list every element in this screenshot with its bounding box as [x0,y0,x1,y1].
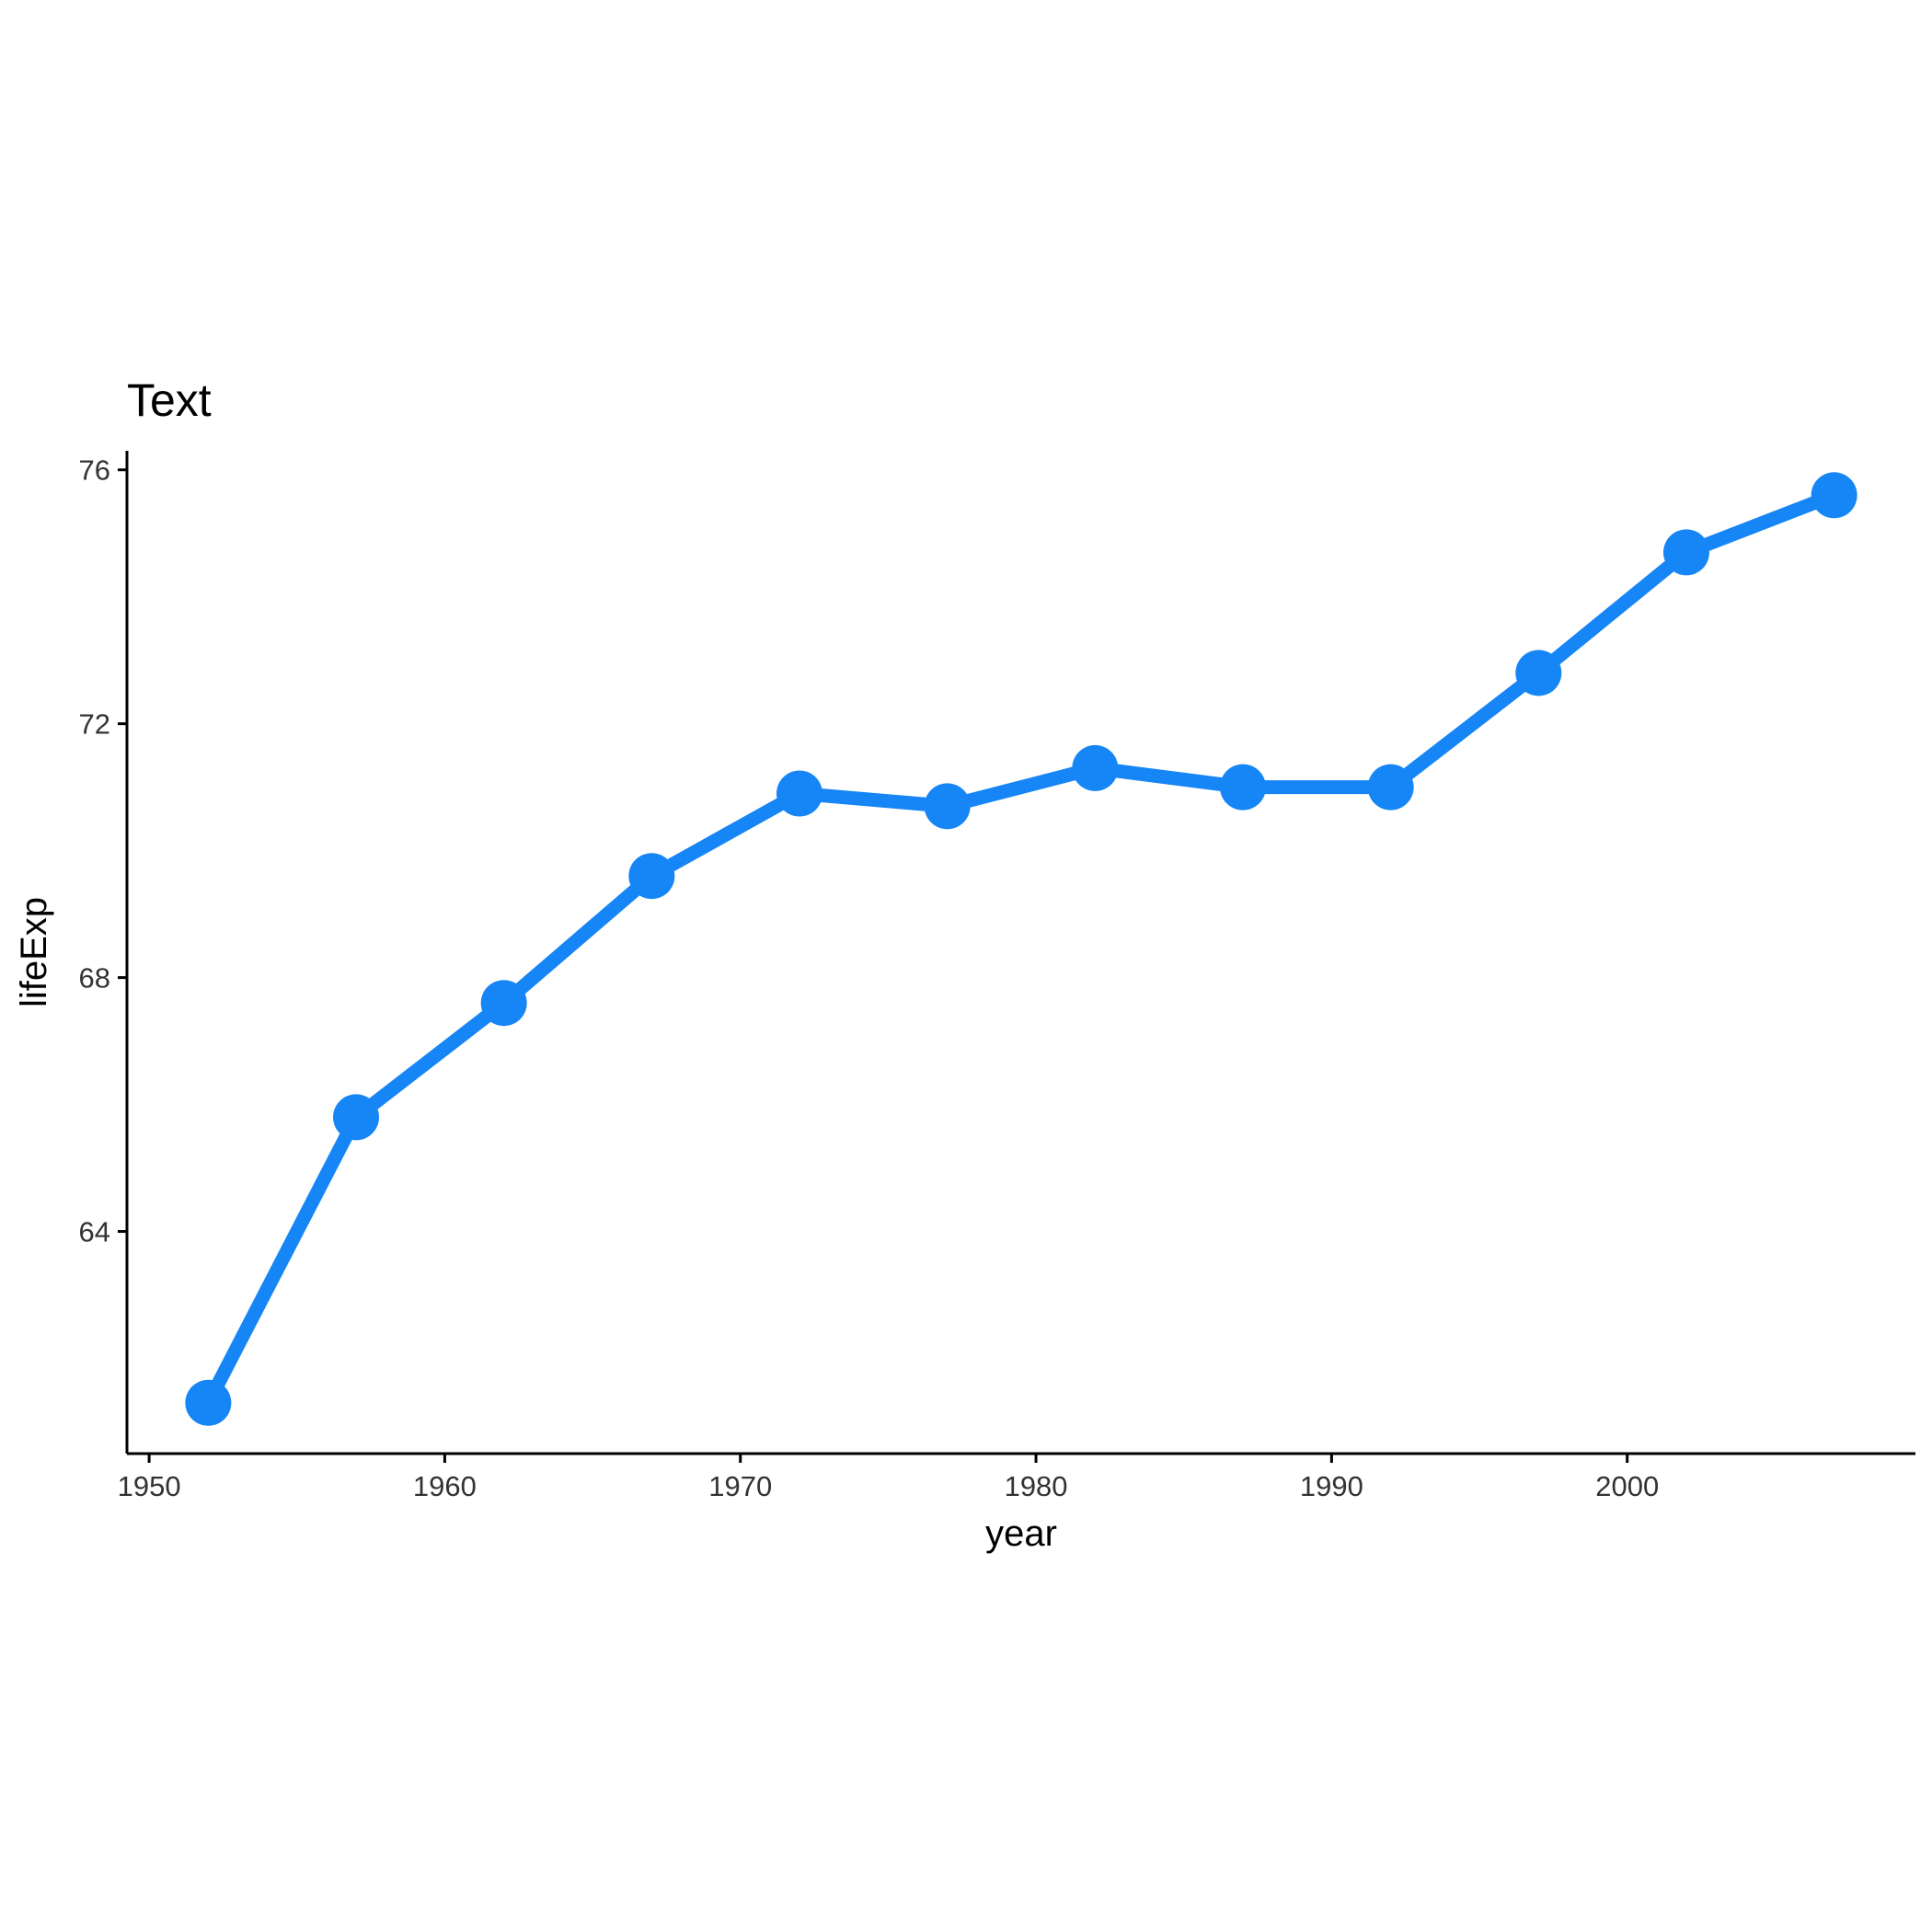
data-point [185,1379,232,1426]
data-point [1662,529,1709,576]
x-tick-label: 1970 [708,1470,772,1502]
x-tick-label: 2000 [1595,1470,1659,1502]
x-axis-ticks: 1950 1960 1970 1980 1990 2000 [118,1454,1659,1502]
data-point [1515,650,1562,696]
y-tick-label: 68 [79,962,110,995]
data-point [333,1094,380,1141]
data-point [1811,472,1857,519]
data-point [1219,764,1266,811]
y-axis-label: lifeExp [14,897,54,1007]
y-tick-label: 72 [79,708,110,741]
x-tick-label: 1960 [413,1470,477,1502]
data-point [1072,744,1119,791]
series-line [201,489,1837,1407]
data-series [185,472,1857,1426]
chart-title: Text [127,374,212,426]
x-axis-label: year [985,1513,1057,1554]
y-tick-label: 76 [79,454,110,487]
y-axis-ticks: 64 68 72 76 [79,454,127,1248]
x-tick-label: 1980 [1005,1470,1068,1502]
data-point [1367,764,1414,811]
data-point [776,770,823,817]
x-tick-label: 1950 [118,1470,181,1502]
y-tick-label: 64 [79,1216,110,1248]
data-point [924,783,971,830]
data-point [628,853,675,900]
data-point [480,980,527,1027]
x-tick-label: 1990 [1300,1470,1363,1502]
